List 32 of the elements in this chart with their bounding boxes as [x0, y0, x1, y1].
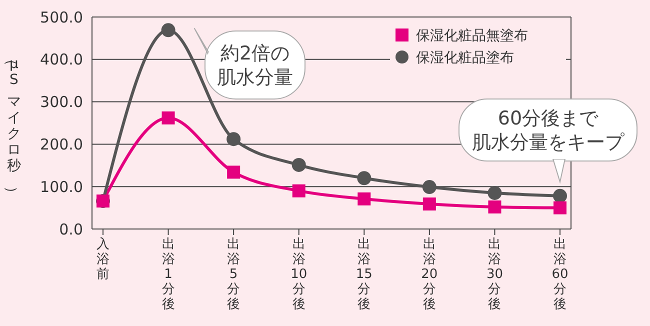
legend-label: 保湿化粧品無塗布 [416, 28, 528, 44]
point [554, 201, 566, 214]
y-tick-label: 0.0 [59, 220, 83, 238]
legend-label: 保湿化粧品塗布 [416, 50, 514, 66]
x-tick-label: 出浴60分後 [552, 237, 568, 312]
point [422, 197, 436, 210]
y-tick-label: 400.0 [40, 50, 83, 69]
point [358, 192, 371, 206]
point [488, 186, 502, 200]
point [226, 132, 241, 146]
x-tick-label: 出浴20分後 [421, 237, 438, 312]
y-tick-label: 300.0 [40, 93, 83, 112]
x-tick-label: 出浴10分後 [290, 237, 308, 312]
point [357, 171, 372, 186]
x-tick-label: 入浴前 [96, 237, 110, 282]
x-tick-label: 出浴30分後 [486, 237, 503, 312]
point [161, 23, 176, 38]
y-tick-label: 200.0 [40, 135, 83, 154]
x-tick-label: 出浴1分後 [162, 237, 175, 312]
point [553, 188, 567, 203]
x-tick-label: 出浴5分後 [227, 237, 240, 312]
annotation: 60分後まで肌水分量をキープ [472, 108, 625, 154]
annotation: 約2倍の肌水分量 [217, 42, 293, 89]
y-tick-label: 500.0 [40, 8, 83, 26]
point [292, 184, 306, 198]
x-tick-label: 出浴15分後 [356, 237, 372, 312]
point [162, 111, 175, 124]
y-tick-label: 100.0 [40, 178, 83, 196]
point [292, 158, 306, 172]
point [422, 180, 436, 194]
point [488, 200, 502, 214]
point [227, 166, 240, 179]
